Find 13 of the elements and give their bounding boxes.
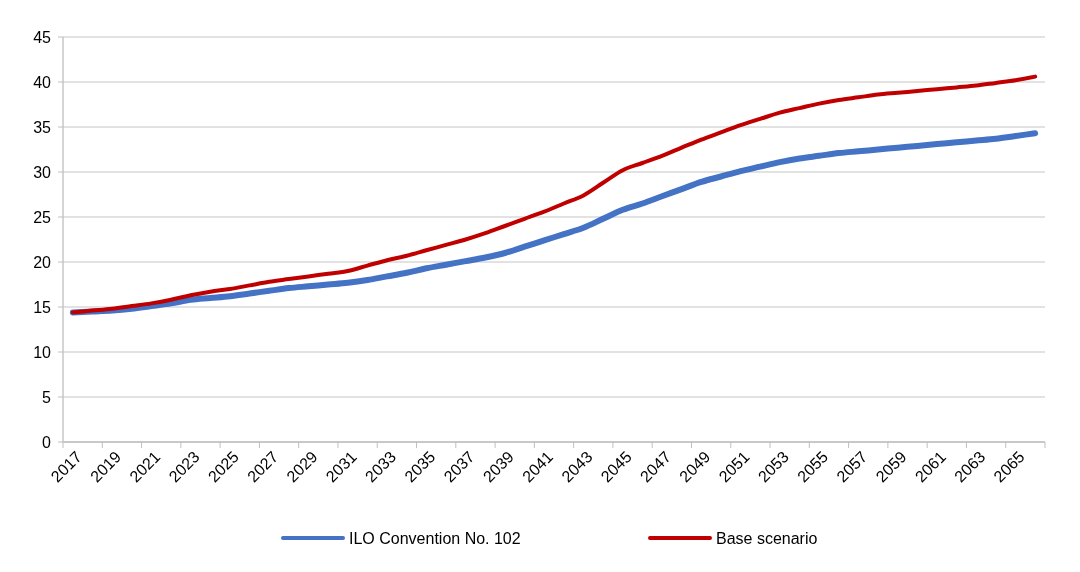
line-series [70, 74, 1038, 315]
y-tick-label: 35 [33, 118, 52, 136]
y-tick-label: 15 [33, 298, 52, 316]
y-tick-label: 10 [33, 343, 52, 361]
y-tick-label: 30 [33, 163, 52, 181]
y-tick-label: 40 [33, 73, 52, 91]
legend-label: Base scenario [716, 529, 818, 547]
y-tick-label: 5 [42, 388, 52, 406]
y-tick-label: 20 [33, 253, 52, 271]
y-tick-label: 25 [33, 208, 52, 226]
legend-label: ILO Convention No. 102 [349, 529, 521, 547]
y-tick-label: 0 [42, 433, 52, 451]
y-tick-label: 45 [33, 28, 52, 46]
